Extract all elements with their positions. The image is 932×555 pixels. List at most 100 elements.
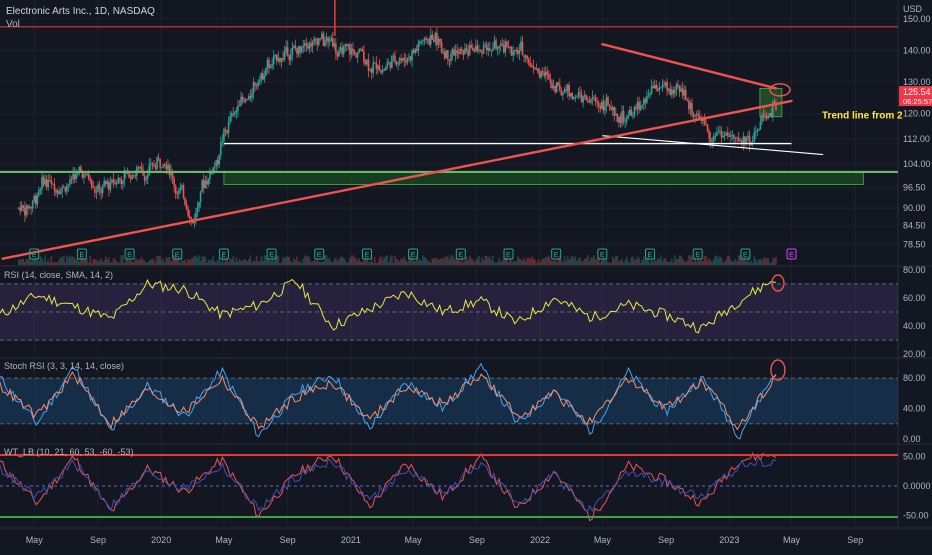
volume-bar [375, 262, 378, 265]
candle-body [555, 82, 558, 93]
volume-bar [398, 261, 401, 265]
candle-body [726, 132, 729, 136]
volume-bar [50, 256, 53, 265]
candle-body [686, 99, 689, 101]
volume-bar [136, 259, 138, 265]
candle-body [395, 61, 398, 65]
volume-bar [517, 256, 519, 265]
candle-body [363, 51, 365, 62]
candle-body [230, 113, 233, 117]
volume-bar [118, 262, 121, 265]
volume-bar [560, 259, 563, 265]
volume-bar [524, 261, 527, 265]
volume-bar [75, 259, 77, 265]
volume-bar [613, 258, 616, 265]
candle-body [549, 78, 552, 84]
volume-bar [178, 256, 180, 265]
volume-bar [422, 255, 424, 265]
volume-bar [162, 258, 165, 265]
volume-bar [412, 260, 415, 265]
candle-body [244, 99, 247, 102]
volume-bar [562, 262, 564, 265]
earnings-marker-label: E [32, 250, 37, 259]
candle-body [767, 115, 769, 119]
volume-bar [314, 261, 317, 265]
candle-body [331, 38, 334, 47]
volume-bar [328, 257, 331, 265]
volume-bar [459, 261, 462, 265]
candle-body [431, 34, 434, 40]
candle-body [164, 164, 166, 166]
candle-body [98, 184, 101, 189]
candle-body [405, 60, 407, 63]
candle-body [204, 180, 207, 189]
earnings-marker [29, 248, 40, 260]
candle-body [39, 189, 42, 191]
volume-bar [765, 258, 768, 265]
candle-body [481, 51, 483, 54]
candle-body [305, 43, 308, 46]
candle-body [173, 178, 175, 187]
price-tick-label: 84.50 [903, 221, 926, 231]
candle-body [171, 171, 174, 179]
volume-bar [86, 259, 88, 265]
volume-bar [601, 260, 603, 265]
time-axis-label: Sep [847, 535, 863, 545]
candle-body [571, 93, 574, 100]
candle-body [630, 109, 633, 116]
price-tick-label: 90.00 [903, 203, 926, 213]
volume-bar [711, 261, 714, 265]
volume-bar [496, 262, 499, 265]
volume-bar [81, 257, 84, 265]
candle-body [680, 88, 682, 92]
candle-body [112, 179, 115, 183]
volume-bar [596, 259, 598, 265]
volume-bar [269, 260, 272, 265]
candle-body [554, 85, 556, 93]
volume-bar [642, 256, 645, 265]
volume-bar [282, 257, 284, 265]
candle-body [289, 54, 292, 60]
candle-body [641, 104, 644, 106]
volume-bar [546, 256, 549, 265]
volume-bar [751, 262, 754, 265]
volume-bar [369, 261, 371, 265]
volume-bar [720, 257, 723, 265]
candle-body [101, 185, 104, 194]
volume-bar [296, 256, 298, 265]
volume-bar [188, 259, 191, 265]
candle-body [400, 58, 402, 61]
volume-bar [167, 257, 169, 265]
volume-bar [434, 257, 437, 265]
volume-bar [678, 255, 681, 265]
volume-bar [223, 262, 225, 265]
volume-bar [378, 258, 381, 265]
candle-body [81, 172, 84, 178]
candle-body [263, 75, 266, 80]
candle-body [709, 138, 712, 142]
candle-body [394, 55, 396, 62]
volume-bar [27, 259, 29, 265]
candle-body [280, 58, 283, 62]
volume-bar [652, 261, 654, 265]
candle-body [145, 178, 147, 181]
candle-body [583, 95, 586, 97]
candle-body [342, 46, 345, 55]
volume-bar [555, 261, 558, 265]
volume-bar [703, 255, 706, 265]
volume-bar [507, 262, 510, 265]
volume-bar [464, 260, 466, 265]
volume-bar [22, 259, 25, 265]
volume-bar [622, 262, 625, 265]
volume-bar [383, 257, 385, 265]
candle-body [265, 68, 267, 76]
volume-bar [238, 259, 241, 265]
candle-body [628, 109, 631, 115]
candle-body [546, 71, 549, 74]
candle-body [712, 135, 715, 142]
volume-bar [336, 261, 339, 265]
volume-bar [503, 257, 505, 265]
volume-bar [265, 255, 267, 265]
candle-body [84, 174, 87, 176]
